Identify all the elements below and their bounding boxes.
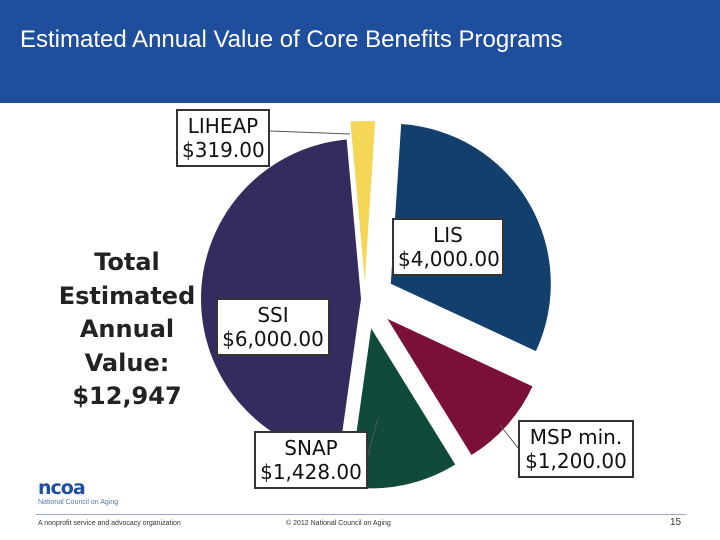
total-line-2: Estimated bbox=[58, 281, 196, 310]
label-lis-name: LIS bbox=[433, 223, 463, 247]
total-value-text: Total Estimated Annual Value: $12,947 bbox=[52, 246, 202, 414]
footer-copyright: © 2012 National Council on Aging bbox=[286, 520, 391, 527]
footer-left-text: A nonprofit service and advocacy organiz… bbox=[38, 520, 181, 527]
label-lis: LIS $4,000.00 bbox=[392, 218, 504, 276]
label-msp-value: $1,200.00 bbox=[525, 449, 627, 473]
label-snap-name: SNAP bbox=[284, 436, 338, 460]
logo-subtitle: National Council on Aging bbox=[38, 499, 119, 506]
label-ssi-name: SSI bbox=[257, 303, 289, 327]
slice-snap bbox=[348, 328, 456, 489]
label-ssi-value: $6,000.00 bbox=[222, 327, 324, 351]
label-liheap-value: $319.00 bbox=[182, 138, 265, 162]
label-msp: MSP min. $1,200.00 bbox=[518, 420, 634, 478]
slice-liheap bbox=[350, 121, 376, 282]
label-lis-value: $4,000.00 bbox=[398, 247, 500, 271]
label-msp-name: MSP min. bbox=[529, 425, 623, 449]
total-line-1: Total bbox=[94, 248, 160, 276]
page-number: 15 bbox=[670, 517, 682, 528]
footer-divider bbox=[36, 514, 686, 515]
total-line-3: Annual bbox=[79, 315, 175, 343]
logo-word: ncoa bbox=[38, 478, 118, 498]
label-liheap-name: LIHEAP bbox=[187, 114, 259, 138]
total-amount: $12,947 bbox=[72, 382, 182, 410]
leader-liheap bbox=[269, 130, 351, 135]
logo-word-text: ncoa bbox=[38, 477, 86, 499]
label-ssi: SSI $6,000.00 bbox=[216, 298, 330, 356]
ncoa-logo: ncoa National Council on Aging bbox=[38, 478, 118, 507]
total-line-4: Value: bbox=[84, 348, 170, 377]
label-snap: SNAP $1,428.00 bbox=[254, 431, 368, 489]
header-bar: Estimated Annual Value of Core Benefits … bbox=[0, 0, 720, 103]
page-title: Estimated Annual Value of Core Benefits … bbox=[20, 26, 563, 53]
leader-snap bbox=[367, 417, 379, 456]
label-snap-value: $1,428.00 bbox=[260, 460, 362, 484]
label-liheap: LIHEAP $319.00 bbox=[176, 109, 270, 167]
leader-msp bbox=[499, 424, 519, 449]
slice-msp bbox=[387, 318, 533, 456]
